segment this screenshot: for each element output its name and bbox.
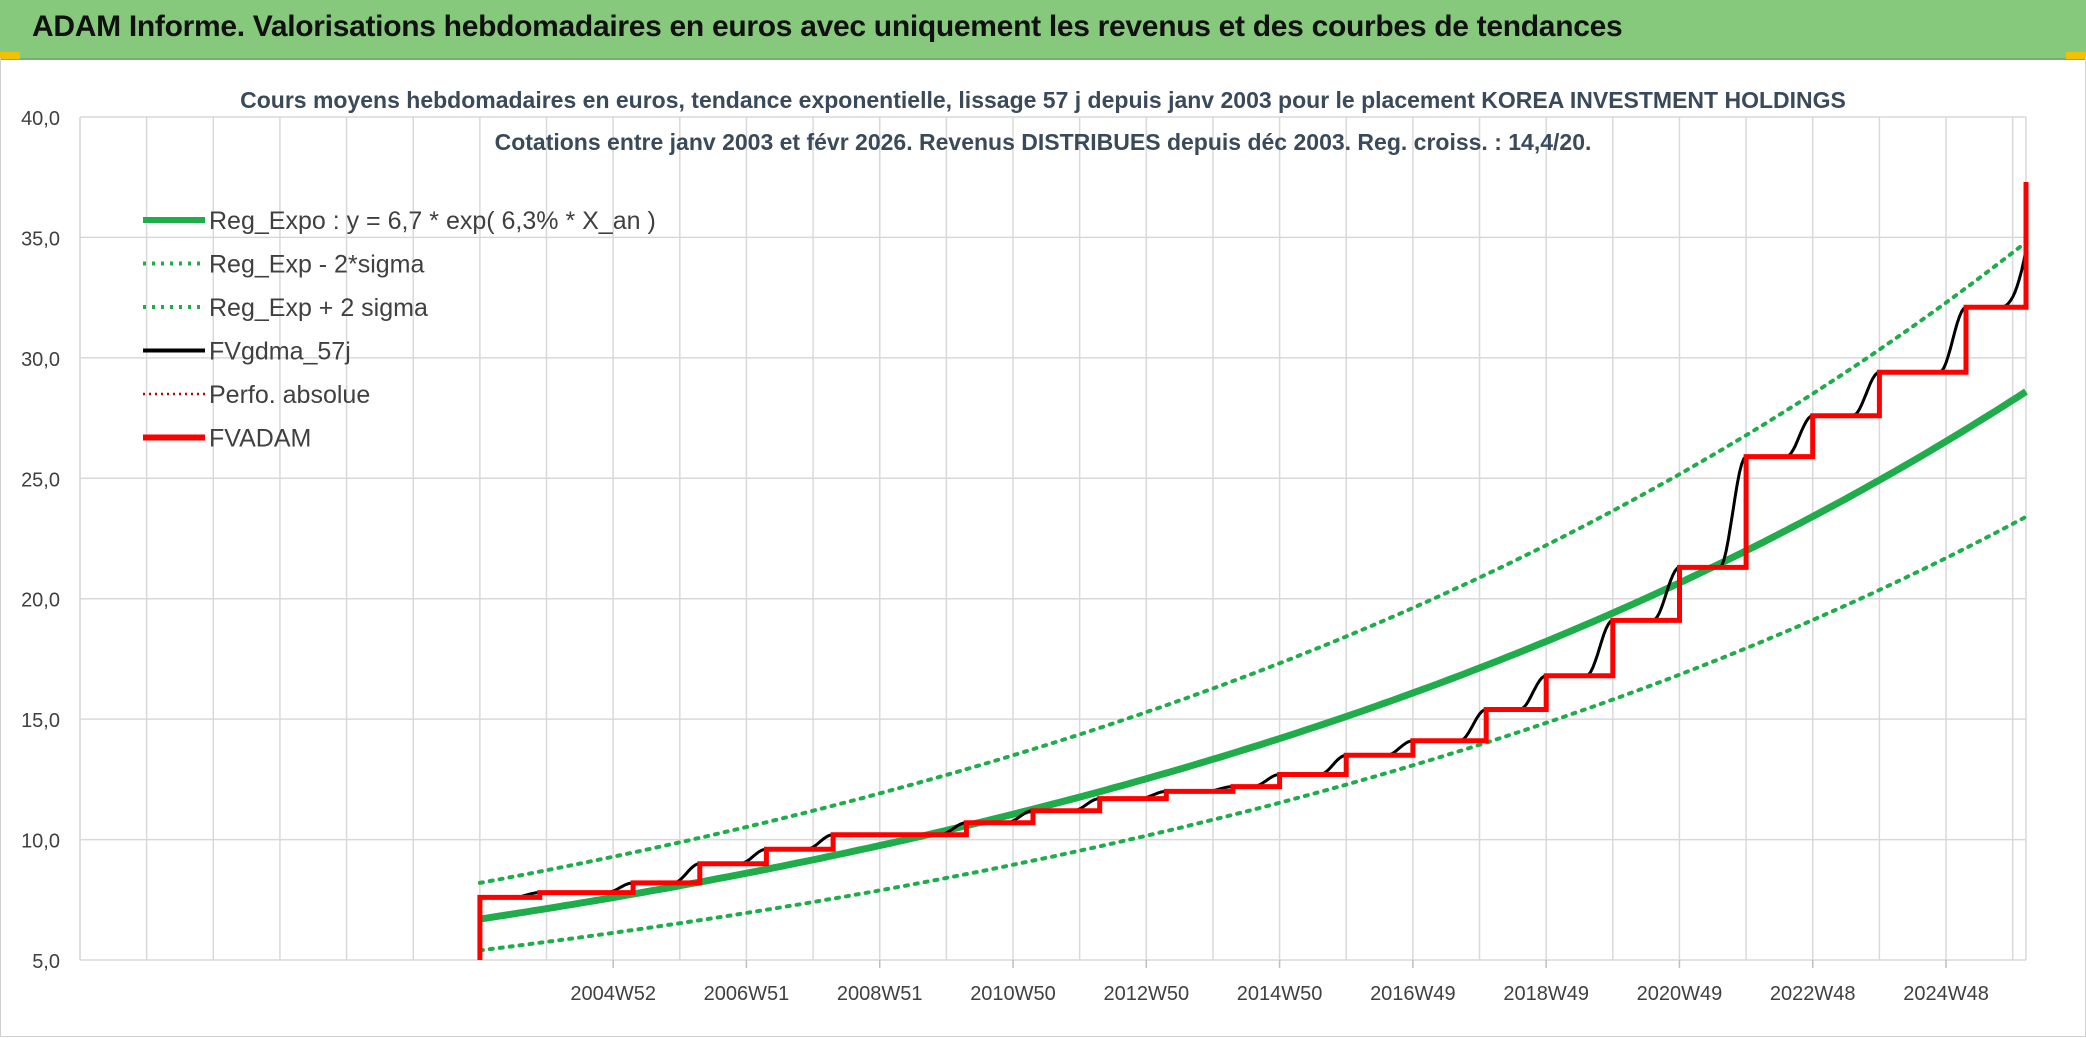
legend-label: FVADAM <box>209 425 311 453</box>
y-tick-label: 10,0 <box>21 831 60 853</box>
x-tick-label: 2010W50 <box>970 983 1056 1005</box>
x-tick-label: 2018W49 <box>1503 983 1589 1005</box>
report-header: ADAM Informe. Valorisations hebdomadaire… <box>0 0 2086 60</box>
series-reg-expo <box>479 388 2028 923</box>
y-tick-label: 40,0 <box>21 108 60 130</box>
x-tick-label: 2008W51 <box>837 983 923 1005</box>
x-tick-label: 2020W49 <box>1637 983 1723 1005</box>
x-tick-label: 2014W50 <box>1237 983 1323 1005</box>
legend-label: Reg_Expo : y = 6,7 * exp( 6,3% * X_an ) <box>209 207 656 235</box>
legend-label: Reg_Exp + 2 sigma <box>209 294 428 322</box>
series-reg-exp-minus-2sigma <box>477 514 2028 953</box>
legend-label: FVgdma_57j <box>209 338 351 366</box>
x-tick-label: 2022W48 <box>1770 983 1856 1005</box>
y-tick-label: 20,0 <box>21 590 60 612</box>
chart-title-line2: Cotations entre janv 2003 et févr 2026. … <box>495 129 1592 155</box>
report-title: ADAM Informe. Valorisations hebdomadaire… <box>32 10 1623 43</box>
corner-marker-right <box>2066 52 2086 59</box>
y-tick-label: 15,0 <box>21 710 60 732</box>
series-reg-exp-plus-2sigma <box>477 240 2028 885</box>
chart-grid <box>79 116 2027 961</box>
chart-title-line1: Cours moyens hebdomadaires en euros, ten… <box>240 87 1846 113</box>
series-fvadam <box>477 182 2029 960</box>
y-tick-label: 5,0 <box>32 951 60 973</box>
series-fvgdma-57j <box>479 249 2028 899</box>
x-tick-label: 2012W50 <box>1103 983 1189 1005</box>
x-tick-label: 2024W48 <box>1903 983 1989 1005</box>
x-tick-label: 2006W51 <box>704 983 790 1005</box>
corner-marker-left <box>0 52 20 59</box>
chart-legend: Reg_Expo : y = 6,7 * exp( 6,3% * X_an ) R… <box>143 207 656 453</box>
y-tick-label: 25,0 <box>21 469 60 491</box>
y-tick-label: 35,0 <box>21 228 60 250</box>
y-tick-label: 30,0 <box>21 349 60 371</box>
y-axis-ticks: 5,0 10,0 15,0 20,0 25,0 30,0 35,0 40,0 <box>21 108 60 973</box>
x-tick-label: 2016W49 <box>1370 983 1456 1005</box>
legend-label: Reg_Exp - 2*sigma <box>209 251 424 279</box>
x-axis-ticks: 2004W52 2006W51 2008W51 2010W50 2012W50 2014W… <box>570 960 1989 1005</box>
legend-label: Perfo. absolue <box>209 381 370 409</box>
x-tick-label: 2004W52 <box>570 983 656 1005</box>
chart-series <box>477 182 2029 960</box>
